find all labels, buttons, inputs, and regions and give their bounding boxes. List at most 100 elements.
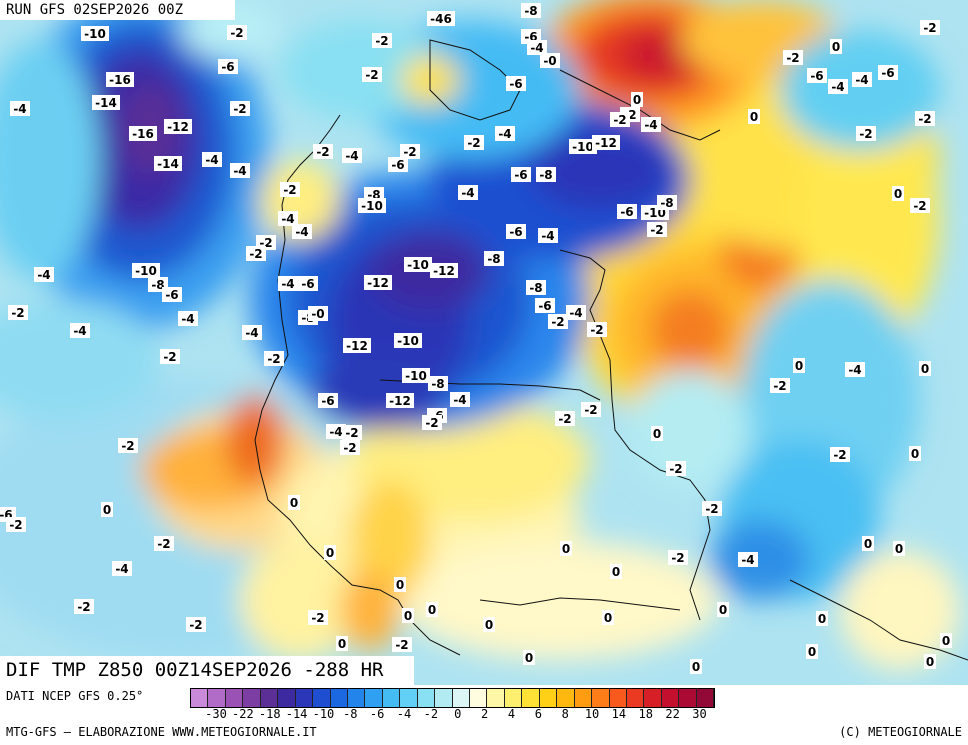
contour-label: -2 — [227, 25, 247, 40]
legend-swatch — [679, 689, 697, 707]
legend-swatch — [696, 689, 715, 707]
svg-text:-2: -2 — [230, 26, 243, 40]
svg-text:0: 0 — [428, 603, 436, 617]
contour-label: 0 — [717, 602, 729, 617]
contour-label: -2 — [313, 144, 333, 159]
temperature-anomaly-map: -10 -16 -14 -16 -12 -14 -6 -2 -4 -4 -4 -2 -2 -46 -8 -6-… — [0, 0, 968, 685]
contour-label: -2 — [856, 126, 876, 141]
svg-text:-12: -12 — [595, 136, 617, 150]
map-caption: DIF TMP Z850 00Z14SEP2026 -288 HR — [0, 656, 414, 685]
svg-text:-4: -4 — [181, 312, 194, 326]
legend-swatch — [243, 689, 261, 707]
svg-text:-12: -12 — [389, 394, 411, 408]
svg-text:-6: -6 — [321, 394, 334, 408]
contour-label: -10 — [81, 26, 109, 41]
legend-tick-label: 30 — [692, 707, 707, 721]
legend-swatch — [225, 689, 244, 707]
svg-text:0: 0 — [942, 634, 950, 648]
svg-text:0: 0 — [921, 362, 929, 376]
run-title: RUN GFS 02SEP2026 00Z — [0, 0, 236, 20]
color-scale — [190, 688, 716, 708]
legend-tick-label: -2 — [423, 707, 439, 721]
contour-label: -2 — [362, 67, 382, 82]
contour-label: -2 — [160, 349, 180, 364]
contour-label: 0 — [651, 426, 663, 441]
svg-text:0: 0 — [604, 611, 612, 625]
svg-text:0: 0 — [750, 110, 758, 124]
contour-label: -2 — [464, 135, 484, 150]
svg-text:-10: -10 — [405, 369, 427, 383]
legend-swatch — [661, 689, 680, 707]
svg-text:-10: -10 — [84, 27, 106, 41]
contour-label: -2 — [610, 112, 630, 127]
contour-label: -6 — [162, 287, 182, 302]
svg-text:0: 0 — [653, 427, 661, 441]
svg-text:-2: -2 — [918, 112, 931, 126]
svg-text:-4: -4 — [281, 277, 294, 291]
contour-label: -4 — [70, 323, 90, 338]
svg-text:-6: -6 — [620, 205, 633, 219]
legend-swatch — [557, 689, 575, 707]
contour-label: -8 — [526, 280, 546, 295]
svg-text:-2: -2 — [786, 51, 799, 65]
svg-text:0: 0 — [525, 651, 533, 665]
svg-text:-4: -4 — [569, 306, 582, 320]
contour-label: -6 — [218, 59, 238, 74]
legend-swatch — [609, 689, 627, 707]
contour-label: -2 — [186, 617, 206, 632]
contour-label: -8 — [521, 3, 541, 18]
svg-text:0: 0 — [633, 93, 641, 107]
svg-text:-4: -4 — [295, 225, 308, 239]
legend-swatch — [295, 689, 314, 707]
contour-label: -2 — [340, 440, 360, 455]
contour-label: -6 — [506, 76, 526, 91]
svg-text:-10: -10 — [361, 199, 383, 213]
svg-text:-4: -4 — [345, 149, 358, 163]
contour-label: -10 — [569, 139, 597, 154]
contour-label: -4 — [278, 211, 298, 226]
svg-text:-2: -2 — [395, 638, 408, 652]
svg-text:-4: -4 — [245, 326, 258, 340]
svg-text:0: 0 — [692, 660, 700, 674]
svg-text:-16: -16 — [109, 73, 131, 87]
contour-label: 0 — [748, 109, 760, 124]
svg-text:-2: -2 — [267, 352, 280, 366]
legend-swatch — [644, 689, 662, 707]
contour-label: 0 — [919, 361, 931, 376]
color-scale-ticks: -30 -22 -18 -14 -10 -8 -6 -4 -2 0 2 4 6 8 10 14 18 22 30 — [190, 707, 966, 723]
contour-label: -4 — [34, 267, 54, 282]
contour-label: 0 — [426, 602, 438, 617]
svg-text:-0: -0 — [311, 307, 324, 321]
svg-text:-2: -2 — [590, 323, 603, 337]
svg-text:0: 0 — [808, 645, 816, 659]
svg-text:-4: -4 — [541, 229, 554, 243]
contour-label: -2 — [308, 610, 328, 625]
contour-label: 0 — [793, 358, 805, 373]
svg-text:-10: -10 — [572, 140, 594, 154]
legend-swatch — [191, 689, 209, 707]
contour-label: -4 — [326, 424, 346, 439]
contour-label: 0 — [862, 536, 874, 551]
contour-label: -16 — [129, 126, 157, 141]
svg-text:0: 0 — [926, 655, 934, 669]
contour-label: -4 — [178, 311, 198, 326]
svg-text:-4: -4 — [498, 127, 511, 141]
contour-label: 0 — [602, 610, 614, 625]
copyright: (C) METEOGIORNALE — [839, 725, 962, 739]
legend-tick-label: 14 — [611, 707, 627, 721]
legend-tick-label: 22 — [665, 707, 680, 721]
svg-text:-8: -8 — [660, 196, 673, 210]
contour-label: -2 — [702, 501, 722, 516]
contour-label: -4 — [738, 552, 758, 567]
coastlines — [254, 39, 968, 661]
svg-text:-2: -2 — [157, 537, 170, 551]
legend-tick-label: -22 — [232, 707, 254, 721]
svg-text:-0: -0 — [543, 54, 556, 68]
svg-text:-6: -6 — [221, 60, 234, 74]
contour-label: -6 — [318, 393, 338, 408]
svg-text:-2: -2 — [923, 21, 936, 35]
svg-text:-2: -2 — [859, 127, 872, 141]
svg-text:0: 0 — [818, 612, 826, 626]
contour-label: -2 — [830, 447, 850, 462]
contour-label: 0 — [940, 633, 952, 648]
